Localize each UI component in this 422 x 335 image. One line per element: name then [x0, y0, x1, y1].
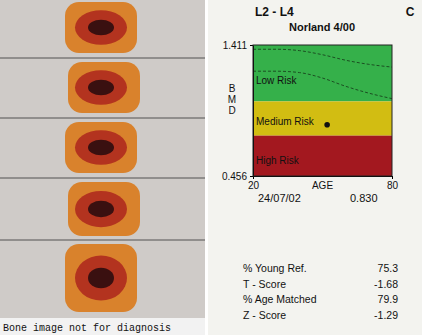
zone-label: High Risk	[256, 155, 300, 166]
result-value: -1.68	[374, 278, 398, 290]
result-label: % Young Ref.	[243, 262, 307, 274]
region-line	[0, 240, 205, 241]
report: Bone image not for diagnosis L2 - L4 C Norl…	[0, 0, 422, 335]
vertebra-core	[75, 70, 127, 104]
vertebra-core	[75, 130, 127, 164]
result-label: Z - Score	[243, 309, 286, 321]
risk-zone	[253, 45, 392, 101]
image-caption: Bone image not for diagnosis	[3, 323, 171, 334]
vertebra-dense	[88, 140, 114, 156]
y-tick-label: 1.411	[223, 40, 248, 51]
image-background	[0, 0, 205, 335]
vertebra	[65, 122, 137, 173]
reference-curve	[253, 71, 392, 98]
vertebra	[65, 2, 137, 53]
plot-frame	[253, 45, 392, 176]
report-panel: L2 - L4 C Norland 4/00 Low Risk Medium Risk H…	[208, 0, 422, 335]
results: % Young Ref. 75.3 T - Score -1.68 % Age Matc…	[243, 262, 398, 321]
vertebra-dense	[88, 20, 114, 36]
y-tick-label: 0.456	[222, 171, 247, 182]
y-tick: 1.411	[223, 40, 253, 51]
vertebra-core	[75, 10, 127, 44]
x-axis-label: AGE	[312, 180, 333, 191]
y-axis-label: BMD	[228, 83, 236, 116]
vertebra-core	[75, 191, 127, 227]
scan-date: 24/07/02	[258, 192, 301, 204]
result-value: 79.9	[378, 293, 399, 305]
x-axis: 2080	[248, 176, 399, 191]
vertebra	[68, 182, 140, 236]
vertebra	[68, 62, 140, 113]
risk-zone	[253, 136, 392, 176]
corner-label: C	[406, 5, 415, 19]
risk-zone	[253, 101, 392, 135]
result-label: % Age Matched	[243, 293, 317, 305]
zone-label: Medium Risk	[256, 116, 315, 127]
vertebra-dense	[88, 201, 114, 218]
zone-labels: Low Risk Medium Risk High Risk	[256, 75, 315, 165]
x-tick: 80	[387, 176, 399, 191]
region-line	[0, 58, 205, 59]
patient-point	[324, 122, 330, 128]
vertebra-dense	[88, 268, 114, 289]
region-line	[0, 178, 205, 179]
result-label: T - Score	[243, 278, 286, 290]
vertebra-core	[75, 256, 127, 301]
panel-background	[208, 0, 422, 335]
result-value: -1.29	[374, 309, 398, 321]
y-axis: 0.456 1.411	[222, 40, 254, 182]
x-tick-label: 20	[248, 180, 260, 191]
subtitle: Norland 4/00	[289, 21, 355, 33]
result-value: 75.3	[378, 262, 399, 274]
bmd-value: 0.830	[350, 192, 378, 204]
x-tick: 20	[248, 176, 260, 191]
caption-background	[0, 318, 205, 335]
reference-curve	[253, 49, 392, 67]
vertebra	[65, 244, 137, 312]
bone-image: Bone image not for diagnosis	[0, 0, 205, 335]
zone-label: Low Risk	[256, 75, 298, 86]
plot-marks	[253, 45, 392, 176]
region-line	[0, 118, 205, 119]
vertebra-dense	[88, 80, 114, 96]
x-tick-label: 80	[387, 180, 399, 191]
title: L2 - L4	[255, 5, 294, 19]
